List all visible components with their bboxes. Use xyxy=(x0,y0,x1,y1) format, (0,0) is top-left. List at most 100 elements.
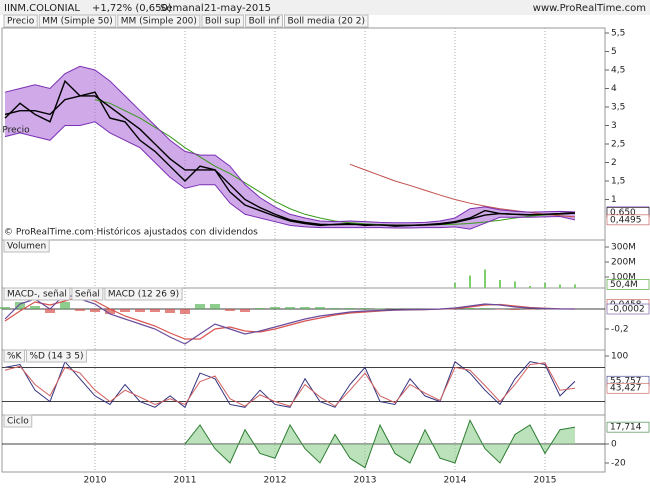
bollinger-band xyxy=(5,66,575,230)
histogram-bar xyxy=(360,308,370,309)
legend-box xyxy=(38,14,117,28)
legend-entry: Boll media (20 2) xyxy=(288,17,366,27)
histogram-bar xyxy=(330,308,340,309)
series-line xyxy=(4,95,576,227)
x-tick-label: 2010 xyxy=(84,476,107,486)
legend-box xyxy=(117,14,201,28)
current-value-label: -0,0002 xyxy=(610,305,645,315)
histogram-bar xyxy=(255,308,265,309)
legend-box xyxy=(104,287,183,301)
legend-box xyxy=(201,14,245,28)
y-tick-label: 1,5 xyxy=(611,176,625,186)
volume-bar xyxy=(499,280,501,288)
legend-entry: Precio xyxy=(7,17,35,27)
symbol: IINM.COLONIAL xyxy=(4,3,80,14)
x-tick-label: 2011 xyxy=(174,476,197,486)
histogram-bar xyxy=(345,308,355,309)
legend-box xyxy=(3,414,33,428)
histogram-bar xyxy=(195,304,205,309)
histogram-bar xyxy=(150,309,160,312)
legend-entry: MACD (12 26 9) xyxy=(108,290,179,300)
legend-box xyxy=(284,14,369,28)
series-line xyxy=(4,296,576,340)
volume-bar xyxy=(484,269,486,288)
legend-entry: Boll sup xyxy=(205,17,241,27)
y-tick-label: 4,5 xyxy=(611,65,625,75)
y-tick-label: 0 xyxy=(611,439,617,449)
x-tick-label: 2014 xyxy=(444,476,467,486)
histogram-bar xyxy=(270,307,280,309)
cycle-area xyxy=(185,420,575,468)
current-value-box xyxy=(606,421,650,433)
histogram-bar xyxy=(225,309,235,311)
current-value-label: 0,4495 xyxy=(610,215,642,225)
legend-box xyxy=(3,14,38,28)
date: 21-may-2015 xyxy=(204,3,271,14)
series-line xyxy=(94,99,576,226)
volume-bar xyxy=(544,283,546,288)
histogram-bar xyxy=(105,309,115,314)
y-tick-label: 2 xyxy=(611,158,617,168)
y-tick-label: 5 xyxy=(611,47,617,57)
legend-box xyxy=(25,349,87,363)
y-tick-label: 100 xyxy=(611,351,628,361)
y-tick-label: 3,5 xyxy=(611,102,625,112)
current-value-box xyxy=(606,303,650,315)
site: www.ProRealTime.com xyxy=(533,3,646,14)
histogram-bar xyxy=(480,308,490,309)
histogram-bar xyxy=(210,304,220,309)
volume-bar xyxy=(559,284,561,288)
legend-box xyxy=(3,349,25,363)
y-tick-label: 200M xyxy=(611,258,636,268)
y-tick-label: 1 xyxy=(611,195,617,205)
current-value-label: 0,650 xyxy=(610,208,636,218)
series-line xyxy=(349,163,576,218)
period: Semanal xyxy=(160,3,204,14)
change: +1,72% (0,650) xyxy=(92,3,172,14)
x-tick-label: 2015 xyxy=(534,476,557,486)
cycle-line xyxy=(184,418,576,469)
histogram-bar xyxy=(165,309,175,313)
x-tick-label: 2013 xyxy=(354,476,377,486)
legend-entry: Ciclo xyxy=(7,417,29,427)
current-value-label: 55,757 xyxy=(610,377,642,387)
histogram-bar xyxy=(525,309,535,310)
price-label: Precio xyxy=(2,126,30,136)
histogram-bar xyxy=(135,309,145,312)
legend-entry: MM (Simple 50) xyxy=(42,17,112,27)
legend-entry: Señal xyxy=(75,290,100,300)
current-value-box xyxy=(606,382,650,394)
histogram-bar xyxy=(315,307,325,309)
histogram-bar xyxy=(15,302,25,309)
y-tick-label: 4 xyxy=(611,84,617,94)
legend-entry: %D (14 3 5) xyxy=(29,352,83,362)
y-tick-label: -0,2 xyxy=(611,325,629,335)
histogram-bar xyxy=(240,309,250,312)
current-value-label: 43,427 xyxy=(610,384,642,394)
histogram-bar xyxy=(60,302,70,309)
current-value-box xyxy=(606,214,650,226)
histogram-bar xyxy=(120,309,130,312)
y-tick-label: 2,5 xyxy=(611,139,625,149)
volume-bar xyxy=(574,284,576,288)
series-line xyxy=(4,362,576,407)
current-value-label: 17,714 xyxy=(610,423,642,433)
histogram-bar xyxy=(285,307,295,309)
y-tick-label: -20 xyxy=(611,458,626,468)
legend-entry: Volumen xyxy=(7,242,46,252)
legend-box xyxy=(3,239,50,253)
volume-bar xyxy=(529,286,531,288)
current-value-label: 50,4M xyxy=(610,280,638,290)
series-line xyxy=(4,293,576,345)
volume-bar xyxy=(514,281,516,288)
legend-box xyxy=(3,287,71,301)
histogram-bar xyxy=(495,309,505,310)
x-tick-label: 2012 xyxy=(264,476,287,486)
y-tick-label: 300M xyxy=(611,243,636,253)
legend-box xyxy=(245,14,283,28)
histogram-bar xyxy=(180,309,190,314)
histogram-bar xyxy=(90,309,100,312)
legend-entry: Boll inf xyxy=(249,17,281,27)
volume-bar xyxy=(454,283,456,288)
